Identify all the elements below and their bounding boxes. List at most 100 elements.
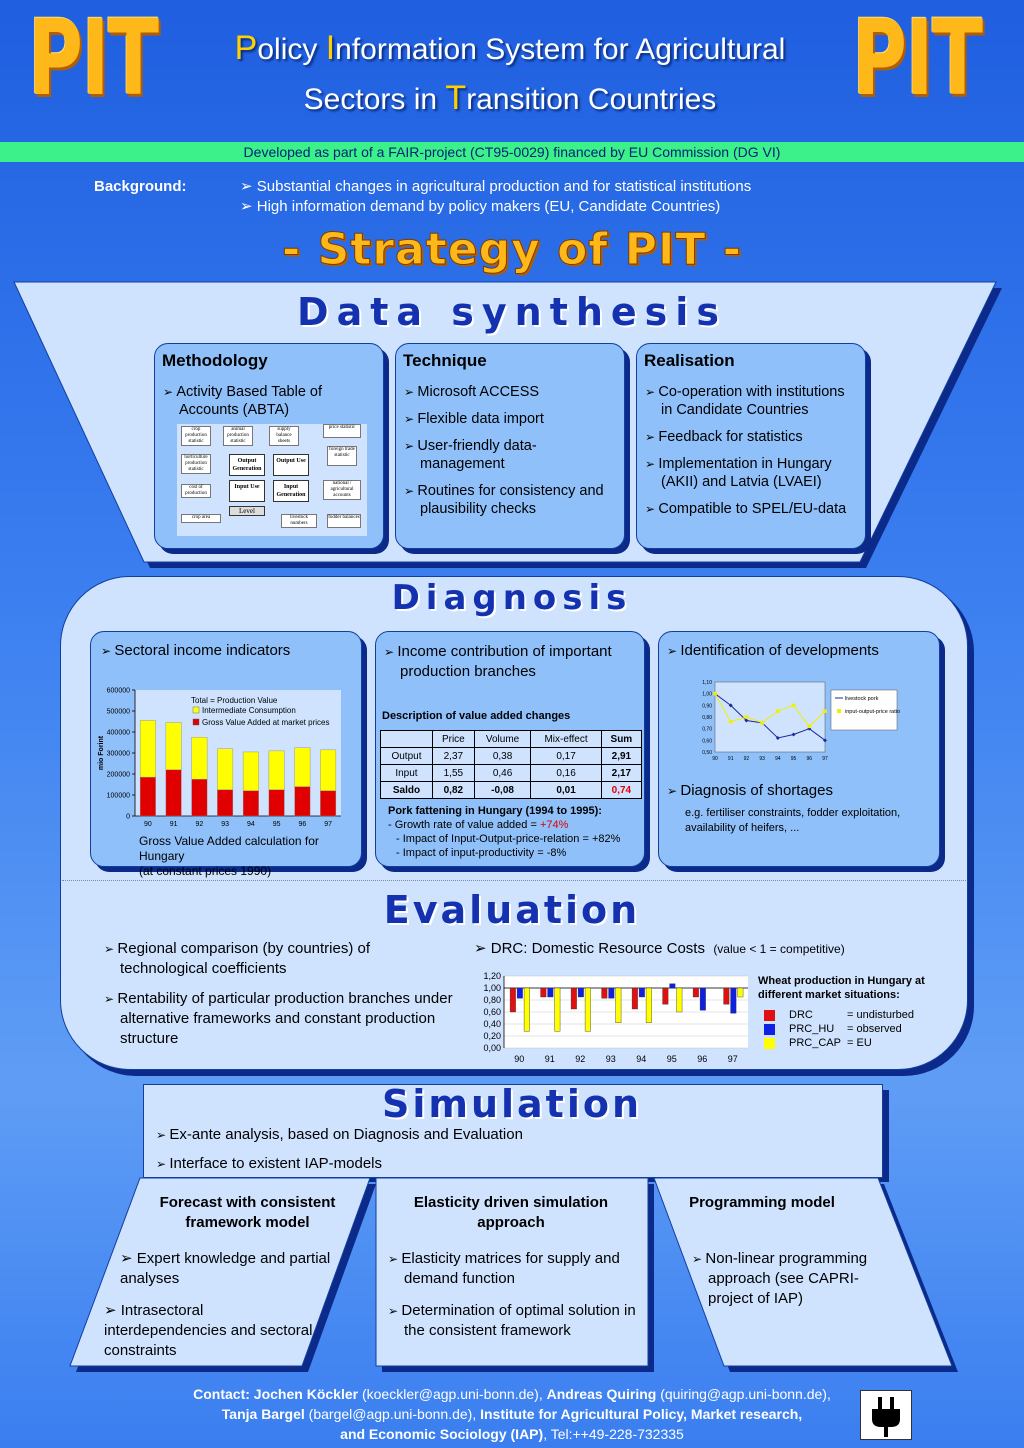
y-tick-label: 0,00 [483,1043,501,1053]
x-tick-label: 92 [744,756,750,762]
x-tick-label: 95 [667,1054,677,1064]
y-tick-label: 0,20 [483,1031,501,1041]
abta-box: livestock numbers [281,514,317,528]
evaluation-title: Evaluation [383,888,641,932]
x-tick-label: 91 [728,756,734,762]
evaluation-list: Regional comparison (by countries) of te… [104,939,454,1049]
methodology-heading: Methodology [162,351,268,370]
bar-segment [294,747,311,787]
va-table-title: Description of value added changes [382,710,571,722]
table-cell: 1,55 [431,764,475,782]
series-point [807,724,812,729]
sim-col-1-heading: Forecast with consistent framework model [159,1194,336,1231]
table-header-cell: Volume [473,730,532,748]
bar-segment [242,790,259,817]
y-tick-label: 600000 [107,688,130,695]
title-initial: P [234,29,258,67]
bar [692,987,699,998]
simulation-item: Ex-ante analysis, based on Diagnosis and… [156,1126,856,1144]
shortages-heading: Diagnosis of shortages [667,782,937,800]
y-tick-label: 1,00 [483,983,501,993]
x-tick-label: 90 [514,1054,524,1064]
realisation-panel: Realisation Co-operation with institutio… [636,343,866,549]
drc-chart-title-line: different market situations: [758,989,900,1001]
simulation-item: Interface to existent IAP-models [156,1155,856,1173]
table-cell: 0,74 [600,781,643,799]
bar [554,987,561,1032]
plug-icon [860,1390,912,1440]
simulation-list: Ex-ante analysis, based on Diagnosis and… [156,1126,856,1173]
table-cell: Saldo [380,781,433,799]
x-tick-label: 94 [247,821,255,828]
bar [730,987,737,1014]
y-tick-label: 1,00 [702,692,712,698]
table-cell: 0,82 [431,781,475,799]
technique-item: User-friendly data-management [404,437,616,473]
evaluation-item: Regional comparison (by countries) of te… [104,939,454,979]
y-tick-label: 0,50 [702,750,712,756]
contact-line: and Economic Sociology (IAP), Tel:++49-2… [340,1426,684,1442]
gva-chart: 0 100000 200000 300000 400000 500000 600000 mio… [98,688,341,828]
abta-box: price statistic [323,424,361,438]
legend-item: PRC_HU = observed [764,1022,954,1036]
abta-box: animal production statistic [223,426,253,446]
y-tick-label: 100000 [107,793,130,800]
methodology-panel: Methodology Activity Based Table of Acco… [154,343,384,549]
bar-segment [217,789,234,817]
y-tick-label: 0,70 [702,727,712,733]
y-tick-label: 0,60 [483,1007,501,1017]
x-tick-label: 97 [822,756,828,762]
gva-caption-line: (at constant prices 1990) [139,864,272,878]
series-point [791,732,796,737]
realisation-item: Feedback for statistics [645,428,857,446]
x-tick-label: 96 [298,821,306,828]
abta-box: supply balance sheets [269,426,299,446]
background-item: ➢ High information demand by policy make… [240,198,721,215]
pork-line: - Growth rate of value added = +74% [388,819,569,831]
evaluation-item: Rentability of particular production bra… [104,989,454,1049]
series-point [775,736,780,740]
table-cell: 0,38 [473,747,532,765]
bar [737,987,744,998]
x-tick-label: 96 [697,1054,707,1064]
table-row: Output 2,37 0,38 0,17 2,91 [380,747,643,765]
bar [509,987,516,1013]
abta-box: fodder balances [327,514,361,528]
x-tick-label: 93 [221,821,229,828]
gva-caption: Gross Value Added calculation for Hungar… [139,834,364,879]
y-tick-label: 500000 [107,709,130,716]
technique-item: Microsoft ACCESS [404,383,616,401]
bar-segment [217,748,234,790]
table-row: Saldo 0,82 -0,08 0,01 0,74 [380,781,643,799]
bar-segment [165,769,182,817]
bar-segment [268,750,285,790]
legend-label: PRC_CAP [789,1037,841,1049]
x-tick-label: 92 [195,821,203,828]
table-cell: -0,08 [473,781,532,799]
abta-diagram: crop production statistic horticulture p… [177,424,367,536]
series-point [744,718,749,723]
y-tick-label: 400000 [107,730,130,737]
technique-heading: Technique [403,351,487,370]
y-axis-label: mio Forint [98,735,105,770]
abta-level-box: Level [229,506,265,516]
background-item: ➢ Substantial changes in agricultural pr… [240,178,752,195]
x-tick-label: 91 [545,1054,555,1064]
x-tick-label: 97 [728,1054,738,1064]
title-text: ransition Countries [466,83,717,116]
realisation-item: Co-operation with institutions in Candid… [645,383,857,419]
legend-desc: = undisturbed [847,1009,914,1021]
legend-label: input-output-price ratio [845,709,900,715]
abta-box: national / agricultural accounts [323,480,361,500]
y-tick-label: 0 [126,814,130,821]
sim-col-3-heading: Programming model [689,1194,835,1211]
realisation-item: Implementation in Hungary (AKII) and Lat… [645,455,857,491]
x-tick-label: 93 [759,756,765,762]
bar [662,987,669,1005]
legend-label: Intermediate Consumption [202,706,296,715]
table-cell: 0,01 [530,781,602,799]
x-tick-label: 90 [712,756,718,762]
drc-chart: 0,00 0,20 0,40 0,60 0,80 1,00 1,20 90 91 92 93 94 95… [483,971,748,1064]
series-line [714,693,826,741]
legend-swatch [764,1037,775,1049]
